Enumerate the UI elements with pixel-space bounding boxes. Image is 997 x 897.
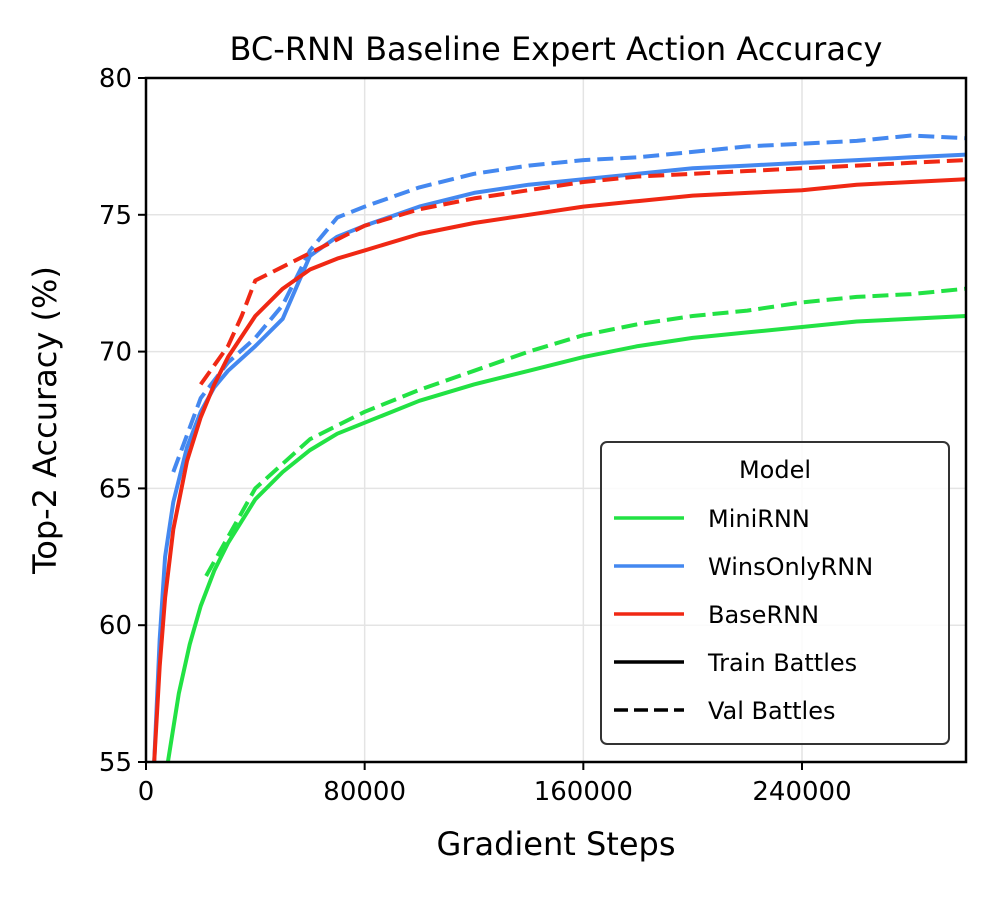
- legend-box: [600, 441, 950, 745]
- basernn-val-line: [199, 158, 967, 386]
- legend-entries: MiniRNN WinsOnlyRNN BaseRNN Train Battles Va…: [614, 505, 873, 725]
- y-axis-ticks: 55 60 65 70 75 80: [99, 64, 146, 778]
- legend-label: WinsOnlyRNN: [708, 553, 873, 581]
- plot-frame: [144, 76, 968, 764]
- x-axis-title: Gradient Steps: [437, 825, 676, 863]
- y-tick-label: 65: [99, 474, 132, 504]
- x-tick-label: 160000: [534, 777, 633, 807]
- x-tick-label: 240000: [752, 777, 851, 807]
- legend: Model MiniRNN WinsOnlyRNN BaseRNN Train Bat…: [600, 441, 950, 745]
- y-tick-label: 70: [99, 338, 132, 368]
- chart-title: BC-RNN Baseline Expert Action Accuracy: [230, 30, 883, 68]
- minirnn-val-line: [204, 286, 967, 577]
- y-axis-title: Top-2 Accuracy (%): [26, 266, 64, 575]
- legend-title: Model: [739, 456, 811, 484]
- basernn-train-line: [152, 177, 967, 763]
- series-group: [152, 133, 967, 763]
- winsonlyrnn-val-line: [171, 133, 967, 473]
- legend-label: BaseRNN: [708, 601, 819, 629]
- x-axis-ticks: 0 80000 160000 240000: [138, 762, 852, 807]
- minirnn-train-line: [165, 314, 967, 763]
- x-tick-label: 0: [138, 777, 155, 807]
- legend-label: MiniRNN: [708, 505, 810, 533]
- winsonlyrnn-train-line: [152, 152, 967, 763]
- legend-label: Val Battles: [708, 697, 836, 725]
- x-tick-label: 80000: [323, 777, 406, 807]
- y-tick-label: 80: [99, 64, 132, 94]
- y-tick-label: 55: [99, 748, 132, 778]
- y-tick-label: 60: [99, 611, 132, 641]
- y-tick-label: 75: [99, 201, 132, 231]
- legend-label: Train Battles: [707, 649, 857, 677]
